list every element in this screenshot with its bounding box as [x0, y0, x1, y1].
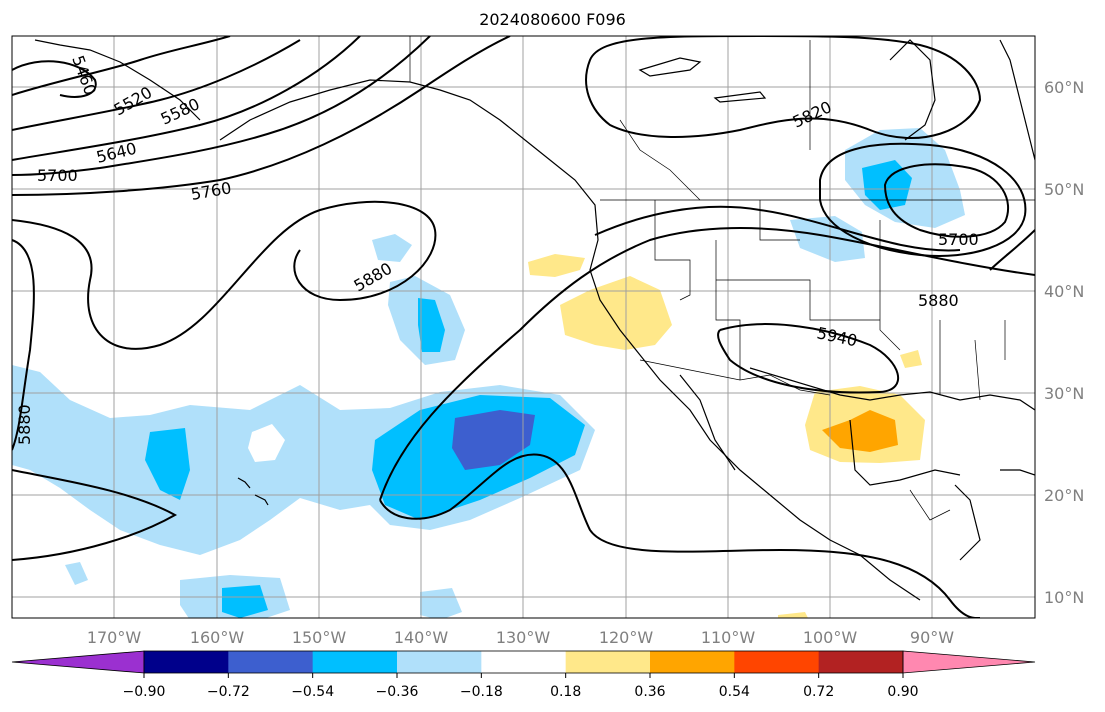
contour-label: 5940 — [815, 323, 859, 350]
colorbar-segment — [734, 651, 820, 673]
lat-label: 60°N — [1044, 78, 1084, 97]
lat-label: 10°N — [1044, 588, 1084, 607]
colorbar-tick-label: −0.54 — [291, 684, 334, 700]
contour-label: 5460 — [68, 53, 100, 98]
lat-label: 30°N — [1044, 384, 1084, 403]
colorbar-tick-label: −0.72 — [207, 684, 250, 700]
lon-label: 170°W — [87, 628, 142, 647]
colorbar-segment — [397, 651, 482, 673]
colorbar-segment — [228, 651, 314, 673]
colorbar-tick-label: 0.18 — [550, 684, 581, 700]
lon-label: 150°W — [292, 628, 347, 647]
colorbar-segment — [481, 651, 567, 673]
colorbar-segment — [312, 651, 398, 673]
latitude-labels: 60°N 50°N 40°N 30°N 20°N 10°N — [1044, 78, 1084, 607]
negative-anomaly-fill — [12, 128, 965, 618]
contour-label: 5700 — [37, 166, 78, 185]
map-area: 5460 5520 5580 5640 5700 5760 5820 5880 … — [12, 36, 1035, 618]
lon-label: 90°W — [910, 628, 954, 647]
colorbar-tick-label: −0.18 — [460, 684, 503, 700]
colorbar-extend-low — [11, 650, 145, 674]
lat-label: 50°N — [1044, 180, 1084, 199]
colorbar-segment — [818, 651, 904, 673]
contour-label: 5880 — [918, 291, 959, 310]
colorbar-segment — [650, 651, 735, 673]
coastlines — [34, 39, 1035, 601]
contour-label: 5820 — [790, 97, 835, 131]
lon-label: 160°W — [190, 628, 245, 647]
lon-label: 100°W — [803, 628, 858, 647]
lon-label: 120°W — [599, 628, 654, 647]
colorbar-tick-label: 0.72 — [803, 684, 834, 700]
contour-label: 5700 — [938, 230, 979, 249]
map-title: 2024080600 F096 — [479, 10, 626, 29]
colorbar-tick-label: 0.54 — [719, 684, 750, 700]
colorbar: −0.90 −0.72 −0.54 −0.36 −0.18 0.18 0.36 0.54 0.7… — [11, 650, 1036, 700]
colorbar-segment — [565, 651, 651, 673]
colorbar-tick-label: −0.36 — [376, 684, 419, 700]
lat-label: 40°N — [1044, 282, 1084, 301]
longitude-labels: 170°W 160°W 150°W 140°W 130°W 120°W 110°… — [87, 628, 954, 647]
lon-label: 110°W — [701, 628, 756, 647]
lon-label: 140°W — [394, 628, 449, 647]
positive-anomaly-fill — [528, 254, 925, 618]
colorbar-tick-label: 0.36 — [634, 684, 665, 700]
height-contours — [12, 36, 1035, 618]
colorbar-tick-label: 0.90 — [887, 684, 918, 700]
contour-label: 5760 — [189, 178, 232, 204]
colorbar-extend-high — [902, 650, 1036, 674]
contour-label: 5520 — [111, 83, 156, 120]
colorbar-frame — [143, 650, 904, 674]
colorbar-tick-label: −0.90 — [123, 684, 166, 700]
graticule — [12, 36, 1035, 618]
lat-label: 20°N — [1044, 486, 1084, 505]
political-borders — [409, 36, 1035, 521]
colorbar-segment — [144, 651, 229, 673]
lon-label: 130°W — [496, 628, 551, 647]
map-frame — [11, 35, 1036, 619]
contour-label: 5880 — [15, 404, 34, 445]
